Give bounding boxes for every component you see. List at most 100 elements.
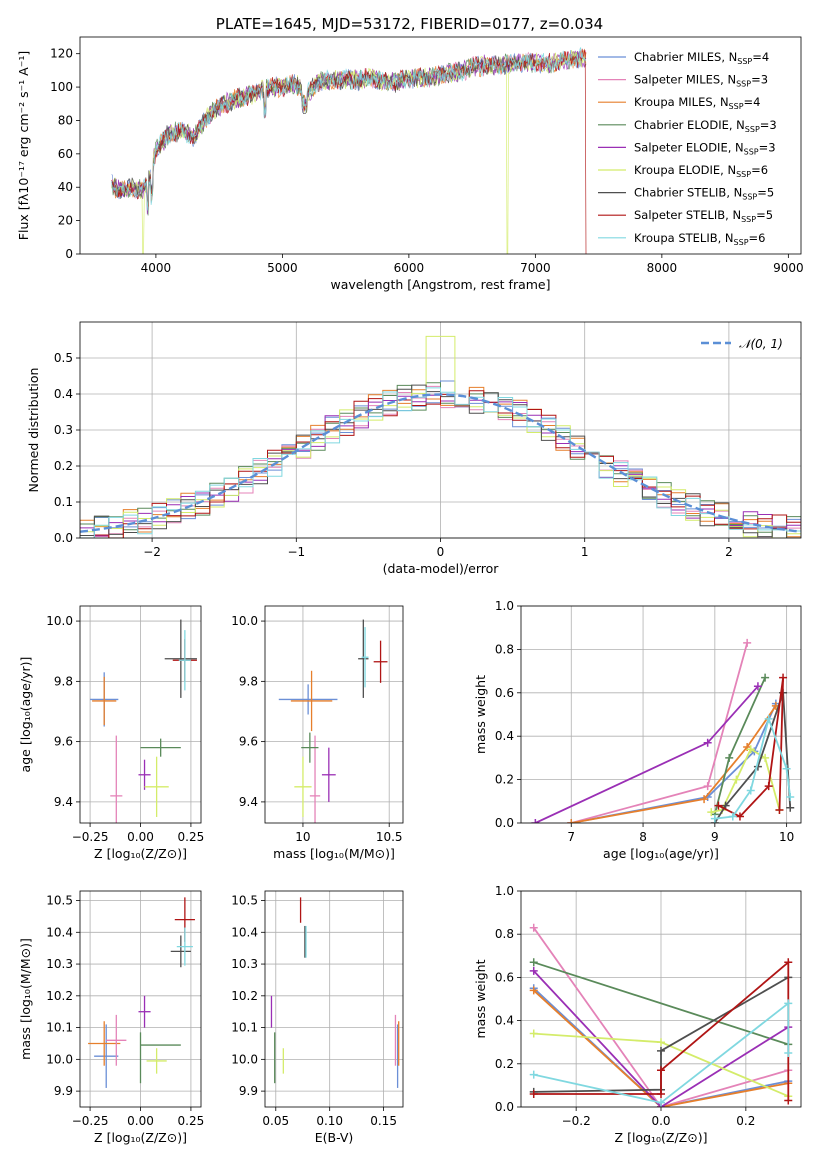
y-tick-label: 1.0 (495, 599, 514, 613)
y-tick-label: 60 (58, 147, 73, 161)
weight-marker-krou_miles (700, 795, 709, 804)
histogram-krou_stelib (80, 387, 801, 538)
y-tick-label: 10.0 (46, 1052, 73, 1066)
x-tick-label: 8000 (647, 261, 678, 275)
y-tick-label: 0.2 (495, 773, 514, 787)
x-tick-label: 0.00 (127, 830, 154, 844)
weight-marker-krou_stelib (764, 714, 773, 723)
weight-marker-krou_stelib (782, 764, 791, 773)
weight-marker-krou_stelib (786, 792, 795, 801)
y-tick-label: 10.4 (46, 925, 73, 939)
y-tick-label: 10.1 (231, 1021, 258, 1035)
age-vs-mass-panel: 10 10.5 9.4 9.6 9.8 10.0 mass [log₁₀(M/M⊙)] (231, 605, 404, 861)
weight-line-salp_miles (571, 642, 749, 823)
y-tick-label: 0.0 (495, 1100, 514, 1114)
x-tick-label: 0.05 (262, 1114, 289, 1128)
axes-frame (520, 605, 802, 824)
weight-marker-chab_elodie (761, 673, 770, 682)
x-tick-label: 0.25 (178, 830, 205, 844)
y-tick-label: 0.0 (54, 531, 73, 545)
x-axis-label: Z [log₁₀(Z/Z⊙)] (615, 1130, 708, 1145)
x-tick-label: 0.10 (316, 1114, 343, 1128)
age-vs-Z-panel: −0.25 0.00 0.25 9.4 9.6 9.8 10.0 Z [log₁₀(Z/Z⊙)… (18, 605, 205, 861)
y-tick-label: 0 (65, 247, 73, 261)
weight-line-chab_miles (533, 987, 789, 1107)
legend-label-salp_elodie: Salpeter ELODIE, NSSP=3 (634, 140, 776, 156)
x-axis-label: wavelength [Angstrom, rest frame] (330, 277, 550, 292)
y-axis-label: mass [log₁₀(M/M⊙)] (18, 938, 33, 1060)
weight-marker-salp_miles (703, 782, 712, 791)
x-tick-label: 0.2 (736, 1114, 755, 1128)
weight-marker-chab_elodie (529, 958, 538, 967)
axes-frame (79, 890, 202, 1108)
legend-label-salp_stelib: Salpeter STELIB, NSSP=5 (634, 208, 773, 224)
weight-line-chab_elodie (533, 961, 789, 1046)
y-tick-label: 1.0 (495, 884, 514, 898)
y-tick-label: 0.3 (54, 423, 73, 437)
axes-frame (79, 605, 202, 824)
legend-label-salp_miles: Salpeter MILES, NSSP=3 (634, 73, 768, 89)
axes-frame (264, 890, 404, 1108)
spectrum-line-salp_stelib (111, 48, 587, 254)
y-tick-label: 10.0 (231, 614, 258, 628)
weight-vs-age-panel: 7 8 9 10 0.0 0.2 0.4 0.6 0.8 1.0 age [log₁₀(age/yr… (473, 599, 802, 861)
weight-marker-krou_stelib (784, 999, 793, 1008)
y-axis-label: mass weight (473, 959, 488, 1038)
x-tick-label: −0.25 (72, 1114, 109, 1128)
legend-label-chab_stelib: Chabrier STELIB, NSSP=5 (634, 186, 774, 202)
y-tick-label: 10.3 (46, 957, 73, 971)
weight-marker-salp_elodie (703, 738, 712, 747)
weight-marker-salp_miles (743, 638, 752, 647)
weight-marker-salp_miles (529, 923, 538, 932)
weight-marker-salp_stelib (657, 1090, 665, 1099)
weight-marker-salp_stelib (779, 673, 788, 682)
y-tick-label: 10.4 (231, 925, 258, 939)
y-tick-label: 0.0 (495, 816, 514, 830)
y-tick-label: 9.4 (239, 795, 258, 809)
x-tick-label: 6000 (394, 261, 425, 275)
weight-marker-salp_elodie (531, 819, 540, 823)
spectrum-panel: 4000 5000 6000 7000 8000 9000 0 20 40 60 80 100 120 w… (16, 15, 804, 292)
weight-marker-krou_stelib (746, 786, 755, 795)
weight-marker-krou_elodie (529, 1029, 538, 1038)
histogram-krou_elodie (80, 335, 801, 538)
x-axis-label: (data-model)/error (383, 561, 500, 576)
y-tick-label: 0.6 (495, 970, 514, 984)
y-tick-label: 10.2 (231, 989, 258, 1003)
x-axis-label: Z [log₁₀(Z/Z⊙)] (94, 846, 187, 861)
y-tick-label: 0.2 (495, 1057, 514, 1071)
weight-marker-krou_elodie (746, 745, 755, 754)
y-tick-label: 10.0 (231, 1052, 258, 1066)
weight-marker-salp_stelib (784, 958, 793, 967)
weight-marker-salp_elodie (529, 966, 538, 975)
y-tick-label: 100 (50, 80, 73, 94)
x-tick-label: 1 (581, 545, 589, 559)
weight-line-salp_miles (532, 927, 789, 1107)
weight-marker-salp_stelib (529, 1090, 538, 1099)
y-axis-label: age [log₁₀(age/yr)] (18, 657, 33, 773)
y-axis-label: Flux [fλ10⁻¹⁷ erg cm⁻² s⁻¹ A⁻¹] (16, 51, 31, 240)
weight-line-salp_elodie (533, 970, 789, 1107)
mass-vs-Z-panel: −0.25 0.00 0.25 9.9 10.0 10.1 10.2 10.3 10.4 10.5… (18, 890, 204, 1145)
mass-vs-Z-panel-plot-area (88, 897, 195, 1088)
x-tick-label: −2 (143, 545, 161, 559)
legend-label-krou_elodie: Kroupa ELODIE, NSSP=6 (634, 163, 768, 179)
y-tick-label: 9.8 (54, 674, 73, 688)
x-tick-label: 7000 (520, 261, 551, 275)
weight-marker-krou_stelib (728, 812, 737, 821)
weight-vs-Z-panel: −0.2 0.0 0.2 0.0 0.2 0.4 0.6 0.8 1.0 Z [log₁₀(Z/Z… (473, 884, 802, 1145)
x-tick-label: 0.00 (127, 1114, 154, 1128)
spectrum-legend: Chabrier MILES, NSSP=4 Salpeter MILES, NS… (598, 50, 777, 247)
legend-label-normal: 𝒩(0, 1) (739, 337, 783, 351)
axes-frame (264, 605, 404, 824)
weight-marker-salp_stelib (657, 1066, 665, 1075)
residual-panel-plot-area (80, 335, 801, 538)
y-tick-label: 9.6 (239, 735, 258, 749)
y-tick-label: 0.6 (495, 686, 514, 700)
legend-label-krou_miles: Kroupa MILES, NSSP=4 (634, 95, 760, 111)
weight-marker-krou_elodie (657, 1038, 665, 1047)
y-tick-label: 9.6 (54, 735, 73, 749)
x-tick-label: 9000 (773, 261, 804, 275)
residual-panel: −2 −1 0 1 2 0.0 0.1 0.2 0.3 0.4 0.5 (data-model)/er… (26, 321, 802, 576)
mass-vs-ebv-panel-plot-area (270, 897, 400, 1088)
